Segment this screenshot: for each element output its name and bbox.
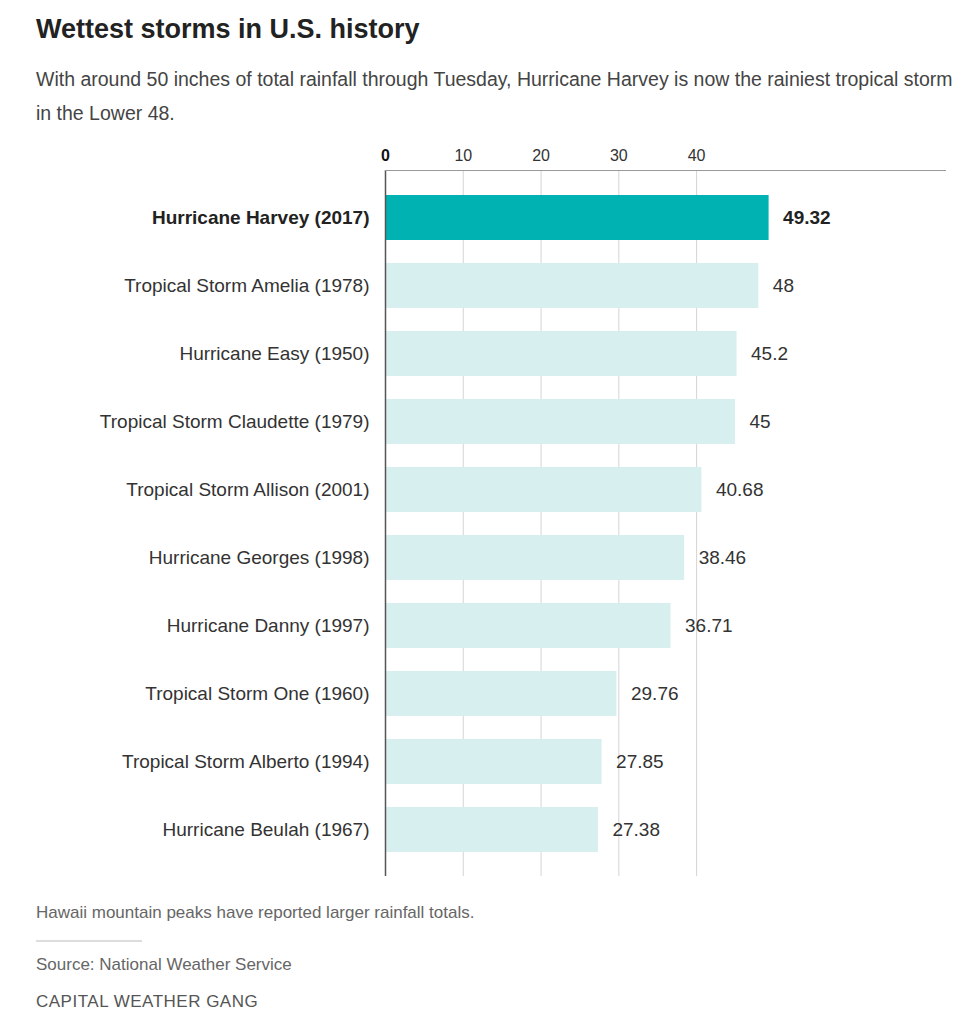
- svg-text:49.32: 49.32: [783, 207, 831, 228]
- svg-text:Hurricane Harvey (2017): Hurricane Harvey (2017): [152, 207, 370, 228]
- svg-text:0: 0: [381, 147, 390, 164]
- html-text:Source: National Weather Servi: Source: National Weather Service: [36, 955, 292, 974]
- svg-text:27.38: 27.38: [612, 819, 660, 840]
- html-text:CAPITAL WEATHER GANG: CAPITAL WEATHER GANG: [36, 992, 259, 1011]
- svg-text:38.46: 38.46: [699, 547, 747, 568]
- svg-text:30: 30: [610, 147, 628, 164]
- svg-text:20: 20: [532, 147, 550, 164]
- svg-text:Hurricane Georges (1998): Hurricane Georges (1998): [149, 547, 370, 568]
- html-text:With around 50 inches of total: With around 50 inches of total rainfall …: [36, 68, 953, 124]
- html-text:Wettest storms in U.S. history: Wettest storms in U.S. history: [36, 14, 420, 44]
- svg-text:36.71: 36.71: [685, 615, 733, 636]
- svg-text:48: 48: [773, 275, 794, 296]
- svg-text:Tropical Storm Amelia (1978): Tropical Storm Amelia (1978): [124, 275, 369, 296]
- svg-text:45: 45: [750, 411, 771, 432]
- svg-text:Hurricane Easy (1950): Hurricane Easy (1950): [179, 343, 369, 364]
- svg-text:Tropical Storm Alberto (1994): Tropical Storm Alberto (1994): [122, 751, 369, 772]
- svg-text:Hurricane Beulah (1967): Hurricane Beulah (1967): [162, 819, 369, 840]
- svg-text:Tropical Storm Claudette (1979: Tropical Storm Claudette (1979): [100, 411, 370, 432]
- svg-text:27.85: 27.85: [616, 751, 664, 772]
- html-text:Hawaii mountain peaks have rep: Hawaii mountain peaks have reported larg…: [36, 903, 475, 922]
- svg-text:45.2: 45.2: [751, 343, 788, 364]
- svg-text:29.76: 29.76: [631, 683, 679, 704]
- svg-text:40: 40: [688, 147, 706, 164]
- svg-text:Hurricane Danny (1997): Hurricane Danny (1997): [167, 615, 370, 636]
- svg-text:40.68: 40.68: [716, 479, 764, 500]
- svg-text:10: 10: [454, 147, 472, 164]
- svg-text:Tropical Storm Allison (2001): Tropical Storm Allison (2001): [126, 479, 369, 500]
- svg-text:Tropical Storm One (1960): Tropical Storm One (1960): [145, 683, 369, 704]
